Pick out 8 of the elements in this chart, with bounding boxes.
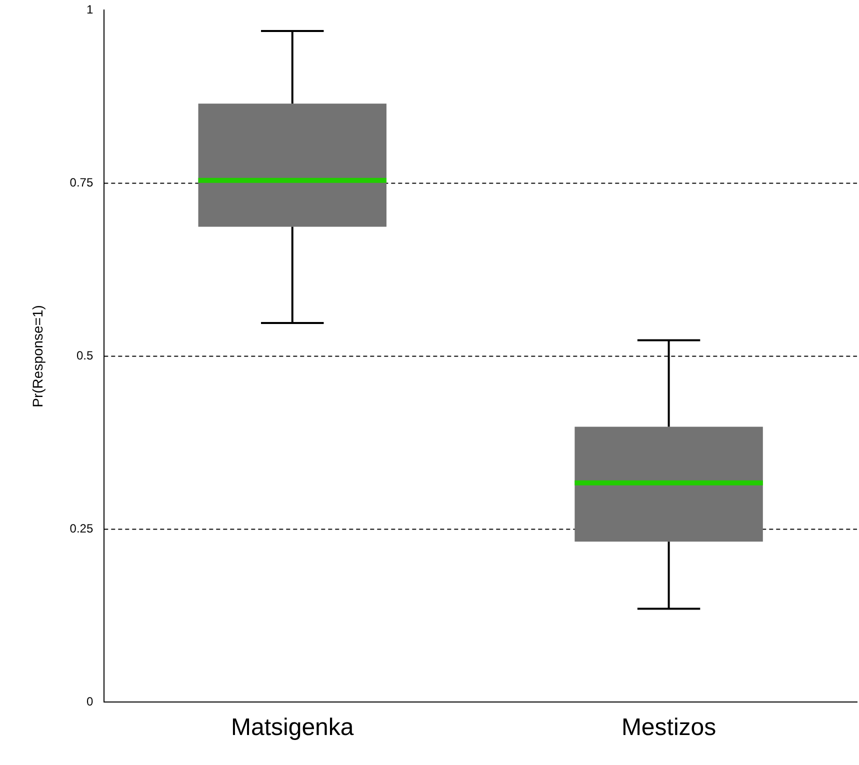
y-tick-label: 0.5	[76, 348, 94, 363]
x-tick-label: Mestizos	[621, 714, 716, 742]
x-tick-label: Matsigenka	[231, 714, 354, 742]
y-tick-label: 0.25	[70, 522, 94, 536]
y-tick-label: 0	[86, 694, 94, 709]
y-tick-label: 0.75	[70, 176, 94, 190]
y-axis-title: Pr(Response=1)	[29, 305, 46, 408]
y-tick-label: 1	[86, 2, 94, 17]
